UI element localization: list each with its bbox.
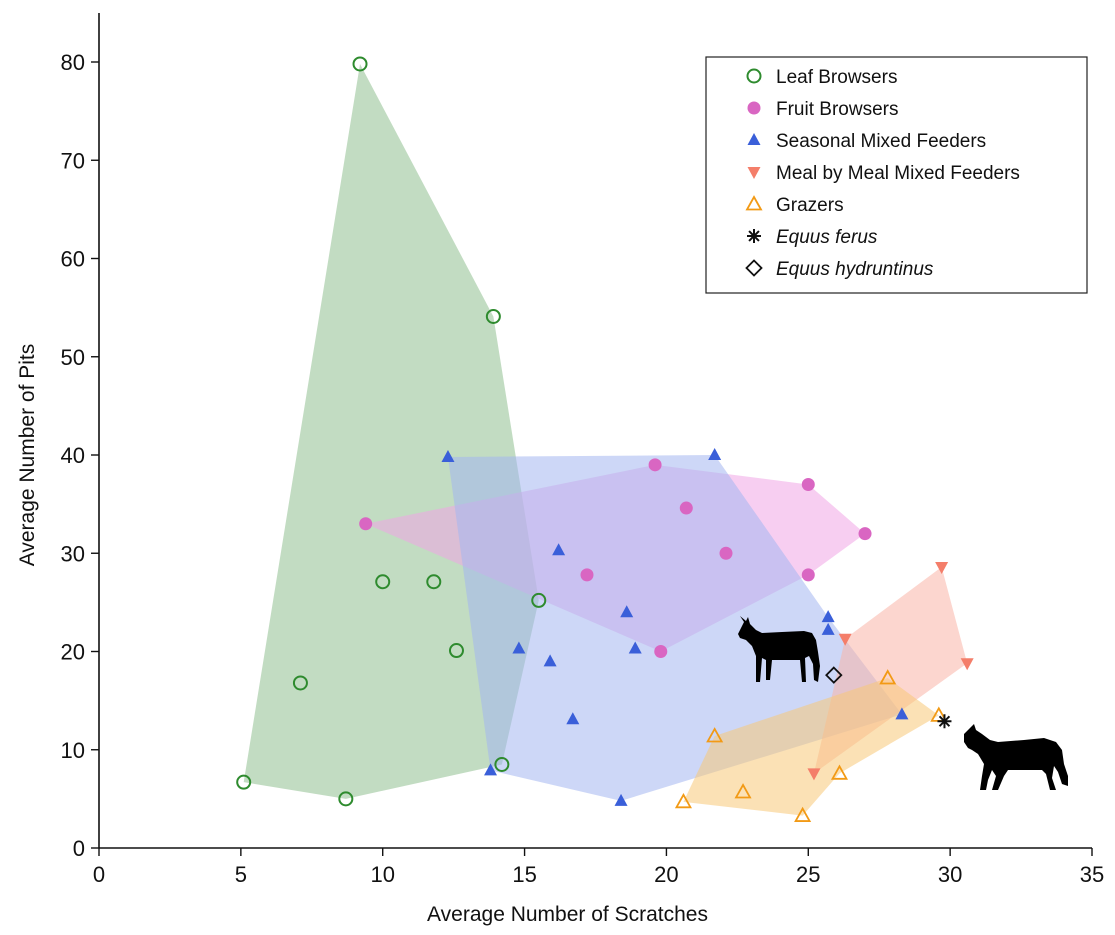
fruit-browsers-point: [801, 568, 815, 582]
fruit-browsers-point: [648, 458, 662, 472]
y-tick-label: 70: [61, 148, 85, 173]
meal-by-meal-mixed-feeders-point: [935, 562, 949, 575]
fruit-browsers-point: [580, 568, 594, 582]
grazers-point: [674, 792, 692, 809]
seasonal-mixed-feeders-point: [614, 793, 628, 806]
y-tick-label: 80: [61, 50, 85, 75]
leaf-browsers-point: [531, 592, 547, 608]
grazers-point: [706, 727, 724, 743]
x-tick-label: 15: [512, 862, 536, 887]
y-tick-label: 0: [73, 836, 85, 861]
x-tick-label: 30: [938, 862, 962, 887]
leaf-browsers-point: [494, 756, 510, 772]
legend-marker-grazers: [745, 195, 763, 211]
meal-by-meal-mixed-feeders-point: [960, 658, 974, 671]
leaf-browsers-point: [338, 791, 354, 807]
leaf-browsers-point: [292, 675, 308, 691]
fruit-browsers-point: [359, 517, 373, 531]
x-tick-label: 20: [654, 862, 678, 887]
legend-label-leaf-browsers: Leaf Browsers: [776, 67, 897, 88]
y-tick-label: 50: [61, 345, 85, 370]
grazers-hull: [683, 678, 939, 816]
x-tick-label: 25: [796, 862, 820, 887]
seasonal-mixed-feeders-point: [543, 654, 557, 667]
legend-label-fruit-browsers: Fruit Browsers: [776, 99, 898, 120]
x-tick-label: 35: [1080, 862, 1104, 887]
seasonal-mixed-feeders-point: [628, 641, 642, 654]
meal-by-meal-mixed-feeders-point: [807, 768, 821, 781]
legend-marker-seasonal-mixed-feeders: [747, 133, 761, 145]
fruit-browsers-point: [801, 477, 815, 491]
leaf-browsers-point: [236, 774, 252, 790]
seasonal-mixed-feeders-point: [821, 622, 835, 635]
asterisk-stroke: [748, 230, 760, 242]
legend-marker-equus-hydruntinus: [745, 259, 763, 277]
leaf-browsers-point: [375, 574, 391, 590]
leaf-browsers-hull: [243, 63, 539, 799]
grazers-point: [734, 783, 752, 799]
seasonal-mixed-feeders-point: [620, 605, 634, 618]
y-tick-label: 30: [61, 541, 85, 566]
legend-label-seasonal-mixed-feeders: Seasonal Mixed Feeders: [776, 131, 986, 152]
legend-box: [705, 56, 1088, 294]
fruit-browsers-point: [719, 546, 733, 560]
convex-hulls: [243, 63, 968, 816]
seasonal-mixed-feeders-point: [566, 712, 580, 725]
leaf-browsers-point: [426, 574, 442, 590]
legend-label-equus-ferus: Equus ferus: [776, 227, 878, 248]
fruit-browsers-point: [654, 645, 668, 658]
legend-marker-fruit-browsers: [747, 101, 761, 115]
x-tick-label: 5: [235, 862, 247, 887]
legend-marker-meal-by-meal-mixed-feeders: [747, 167, 761, 179]
seasonal-mixed-feeders-point: [821, 610, 835, 623]
legend-label-meal-by-meal-mixed-feeders: Meal by Meal Mixed Feeders: [776, 163, 1020, 184]
equus-ferus-point: [937, 714, 952, 729]
x-axis-title: Average Number of Scratches: [427, 903, 708, 926]
x-tick-label: 10: [370, 862, 394, 887]
legend-label-grazers: Grazers: [776, 195, 844, 216]
y-tick-label: 60: [61, 247, 85, 272]
legend-marker-equus-ferus: [747, 229, 761, 243]
seasonal-mixed-feeders-point: [895, 707, 909, 720]
leaf-browsers-point: [485, 308, 501, 324]
grazers-point: [830, 764, 849, 780]
seasonal-mixed-feeders-point: [708, 448, 722, 460]
legend-label-equus-hydruntinus: Equus hydruntinus: [776, 259, 934, 280]
asterisk-stroke: [938, 715, 951, 727]
horse-silhouette-icon: [964, 724, 1068, 790]
grazers-point: [794, 806, 812, 822]
leaf-browsers-point: [448, 643, 464, 659]
legend: Leaf Browsers Fruit Browsers Seasonal Mixe…: [705, 56, 1088, 294]
grazers-point: [879, 669, 897, 685]
x-tick-label: 0: [93, 862, 105, 887]
equus-hydruntinus-point: [825, 666, 843, 684]
seasonal-mixed-feeders-point: [441, 449, 455, 462]
y-axis-title: Average Number of Pits: [16, 344, 39, 567]
seasonal-mixed-feeders-point: [552, 543, 566, 556]
y-tick-label: 10: [61, 738, 85, 763]
legend-marker-leaf-browsers: [746, 68, 762, 84]
y-tick-label: 40: [61, 443, 85, 468]
data-points: [236, 56, 974, 822]
seasonal-mixed-feeders-point: [512, 641, 526, 654]
fruit-browsers-point: [679, 501, 693, 515]
y-tick-label: 20: [61, 640, 85, 665]
axes: 0 5 10 15 20 25 30 35 0 10 20 30 40 50 60 70 80 Average N…: [16, 13, 1104, 926]
leaf-browsers-point: [352, 56, 368, 72]
seasonal-mixed-feeders-point: [484, 763, 498, 776]
donkey-silhouette-icon: [738, 616, 820, 682]
fruit-browsers-point: [858, 527, 872, 541]
meal-by-meal-mixed-feeders-point: [838, 633, 852, 646]
